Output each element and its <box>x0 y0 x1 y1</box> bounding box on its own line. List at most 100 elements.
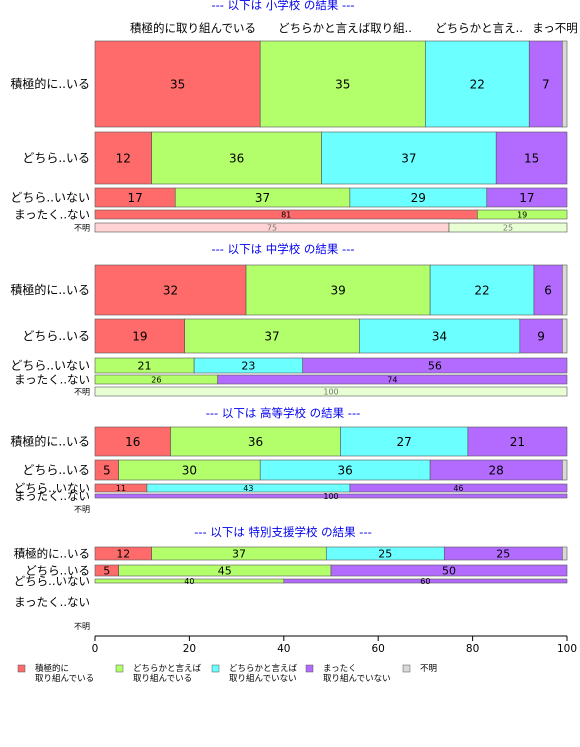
bar-segment <box>259 40 426 128</box>
data-label: 17 <box>519 191 534 205</box>
row-label: 不明 <box>74 387 90 396</box>
row-label: どちら..いる <box>22 151 90 165</box>
legend-label: 不明 <box>420 664 437 674</box>
bar-segment <box>330 564 568 577</box>
data-label: 45 <box>218 564 232 577</box>
bar-segment <box>245 264 431 316</box>
bar-segment <box>340 426 469 457</box>
data-label: 29 <box>411 191 426 205</box>
data-label: 5 <box>103 564 110 577</box>
data-label: 37 <box>232 547 246 560</box>
bar-segment <box>448 222 568 233</box>
bar-segment <box>94 493 568 499</box>
data-label: 25 <box>503 223 513 232</box>
data-label: 23 <box>241 359 255 372</box>
bar-segment <box>561 318 568 354</box>
column-header: まっ不明 <box>532 21 578 35</box>
bar-segment <box>533 264 563 316</box>
data-label: 25 <box>378 547 392 560</box>
legend-label: 取り組んでいる <box>35 673 94 684</box>
panel-title: --- 以下は 高等学校 の結果 --- <box>206 406 361 420</box>
x-tick-label: 20 <box>183 643 196 655</box>
legend-label: どちらかと言えば <box>229 663 298 674</box>
data-label: 5 <box>103 463 111 477</box>
data-label: 43 <box>243 484 253 493</box>
panel-title: --- 以下は 特別支援学校 の結果 --- <box>194 525 372 539</box>
bar-segment <box>94 131 152 185</box>
bar-segment <box>486 187 568 208</box>
bar-segment <box>467 426 568 457</box>
column-header: どちらかと言え.. <box>435 21 523 35</box>
data-label: 21 <box>138 359 152 372</box>
data-label: 34 <box>432 329 447 343</box>
data-label: 37 <box>264 329 279 343</box>
legend-label: 積極的に <box>35 663 69 674</box>
bar-segment <box>528 40 563 128</box>
bar-segment <box>321 131 497 185</box>
legend-swatch <box>115 664 124 673</box>
bar-segment <box>561 459 568 481</box>
x-tick-label: 60 <box>372 643 385 655</box>
bar-segment <box>561 40 568 128</box>
bar-segment <box>283 578 568 584</box>
panel-title: --- 以下は 中学校 の結果 --- <box>211 242 354 256</box>
x-tick-label: 40 <box>277 643 290 655</box>
row-label: 不明 <box>74 622 90 631</box>
data-label: 36 <box>338 463 353 477</box>
bar-segment <box>349 483 568 493</box>
data-label: 75 <box>267 223 277 232</box>
row-label: どちら..いる <box>22 463 90 477</box>
data-label: 21 <box>510 435 525 449</box>
bar-segment <box>561 546 568 561</box>
bar-segment <box>359 318 521 354</box>
legend-swatch <box>17 664 26 673</box>
row-label: 不明 <box>74 505 90 514</box>
bar-segment <box>94 40 261 128</box>
legend-label: どちらかと言えば <box>133 663 202 674</box>
bar-segment <box>519 318 563 354</box>
data-label: 50 <box>442 564 456 577</box>
data-label: 35 <box>335 77 350 91</box>
x-tick-label: 0 <box>92 643 99 655</box>
data-label: 74 <box>387 375 397 384</box>
data-label: 36 <box>248 435 263 449</box>
data-label: 25 <box>496 547 510 560</box>
bar-segment <box>302 357 568 374</box>
panel-title: --- 以下は 小学校 の結果 --- <box>211 0 354 12</box>
data-label: 100 <box>323 492 338 501</box>
data-label: 11 <box>116 484 126 493</box>
data-label: 17 <box>127 191 142 205</box>
legend-label: 取り組んでいない <box>229 673 297 684</box>
data-label: 36 <box>229 151 244 165</box>
x-tick-label: 80 <box>466 643 479 655</box>
bar-segment <box>429 264 535 316</box>
row-label: まったく..ない <box>14 489 90 503</box>
data-label: 15 <box>524 151 539 165</box>
x-tick-label: 100 <box>557 643 577 655</box>
bar-segment <box>217 374 568 385</box>
data-label: 27 <box>397 435 412 449</box>
data-label: 22 <box>470 77 485 91</box>
row-label: どちら..いない <box>10 191 90 205</box>
data-label: 30 <box>182 463 197 477</box>
data-label: 26 <box>151 375 161 384</box>
data-label: 16 <box>125 435 140 449</box>
row-label: 積極的に..いる <box>10 76 90 91</box>
bar-segment <box>94 318 185 354</box>
bar-segment <box>94 264 247 316</box>
data-label: 37 <box>401 151 416 165</box>
data-label: 19 <box>517 210 527 219</box>
data-label: 19 <box>132 329 147 343</box>
data-label: 100 <box>323 387 338 396</box>
data-label: 32 <box>163 283 178 297</box>
bar-segment <box>477 209 568 220</box>
data-label: 7 <box>542 77 550 91</box>
row-label: まったく..ない <box>14 595 90 609</box>
row-label: 積極的に..いる <box>10 434 90 449</box>
row-label: 積極的に..いる <box>14 547 90 561</box>
row-label: 不明 <box>74 223 90 232</box>
data-label: 12 <box>116 547 130 560</box>
row-label: どちら..いる <box>22 329 90 343</box>
data-label: 37 <box>255 191 270 205</box>
